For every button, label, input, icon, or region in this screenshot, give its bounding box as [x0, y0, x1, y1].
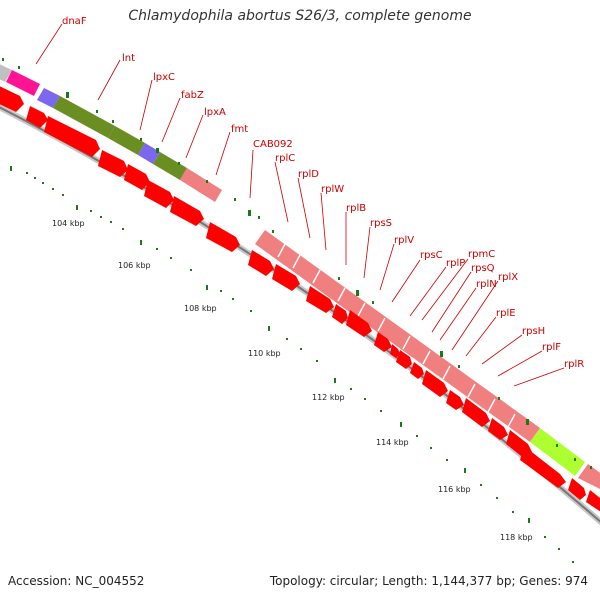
feature-pink-2 — [578, 464, 600, 489]
feature-pink-1 — [180, 168, 222, 202]
cds-arrow — [170, 196, 204, 226]
cds-arrow — [568, 478, 586, 500]
ruler-label: 112 kbp — [312, 393, 345, 402]
feature-pink-block — [255, 230, 540, 442]
gene-label: rpsC — [420, 250, 443, 261]
gene-label: rplR — [564, 359, 584, 370]
gene-label: rplD — [298, 169, 319, 180]
ruler-label: 116 kbp — [438, 485, 471, 494]
cds-arrow — [446, 390, 464, 410]
gene-label: rpmC — [468, 249, 495, 260]
gene-label: rplP — [446, 258, 465, 269]
cds-arrow — [410, 362, 424, 379]
cds-arrow — [0, 86, 24, 112]
gene-label: lnt — [122, 53, 135, 64]
cds-arrow — [586, 490, 600, 512]
cds-arrow — [488, 418, 508, 440]
cds-arrow — [306, 286, 334, 313]
cds-arrow — [346, 310, 372, 337]
ruler-label: 104 kbp — [52, 219, 85, 228]
gene-label: rpsQ — [471, 263, 495, 274]
cds-arrow — [98, 150, 128, 177]
feature-violet-2 — [138, 143, 160, 164]
cds-arrow — [144, 180, 174, 208]
gene-label: rpsS — [370, 218, 392, 229]
cds-arrow — [124, 164, 150, 190]
gene-label: fmt — [231, 124, 248, 135]
cds-arrow — [272, 264, 300, 291]
feature-violet-1 — [37, 88, 60, 108]
cds-arrow — [248, 250, 274, 276]
cds-arrow — [422, 370, 448, 397]
feature-olive-2 — [108, 126, 145, 155]
ruler-labels: 104 kbp 106 kbp 108 kbp 110 kbp 112 kbp … — [52, 219, 533, 542]
gene-label: lpxA — [204, 107, 226, 118]
ruler-label: 118 kbp — [500, 533, 533, 542]
feature-gray — [0, 64, 12, 82]
gene-label: rplE — [496, 308, 516, 319]
feature-track-upper — [0, 64, 600, 489]
label-leaders — [35, 23, 565, 387]
outer-tick-marks — [2, 58, 592, 469]
feature-magenta — [6, 70, 40, 96]
gene-label: fabZ — [181, 90, 204, 101]
cds-arrow — [390, 344, 400, 358]
cds-arrow — [462, 398, 490, 427]
ruler-label: 106 kbp — [118, 261, 151, 270]
gene-label: rplB — [346, 203, 366, 214]
gene-label: rplF — [542, 342, 561, 353]
cds-arrow — [520, 446, 566, 488]
gene-label: rplC — [275, 153, 295, 164]
accession-text: Accession: NC_004552 — [8, 574, 145, 588]
gene-label: rplN — [476, 279, 497, 290]
cds-arrow — [44, 116, 100, 157]
ruler-label: 110 kbp — [248, 349, 281, 358]
ruler-ticks — [10, 166, 574, 563]
cds-arrow — [374, 332, 392, 352]
feature-olive-3 — [153, 152, 187, 180]
ruler-label: 114 kbp — [376, 438, 409, 447]
gene-label: rplX — [498, 272, 518, 283]
gene-label: lpxC — [153, 72, 175, 83]
map-title: Chlamydophila abortus S26/3, complete ge… — [128, 8, 472, 24]
cds-arrow — [396, 350, 412, 369]
gene-label: dnaF — [62, 16, 87, 27]
gene-label: rpsH — [522, 326, 545, 337]
ruler-label: 108 kbp — [184, 304, 217, 313]
gene-label: rplV — [394, 235, 414, 246]
feature-olive-1 — [53, 96, 115, 138]
feature-lime — [530, 428, 585, 476]
gene-label: rplW — [321, 184, 344, 195]
cds-track — [0, 86, 600, 512]
gene-label: CAB092 — [253, 139, 293, 150]
cds-arrow — [206, 222, 240, 252]
cds-arrow — [26, 106, 48, 128]
genome-info-text: Topology: circular; Length: 1,144,377 bp… — [269, 574, 588, 588]
gene-labels: dnaF lnt lpxC fabZ lpxA fmt CAB092 rplC … — [62, 16, 584, 370]
cds-arrow — [332, 304, 348, 324]
